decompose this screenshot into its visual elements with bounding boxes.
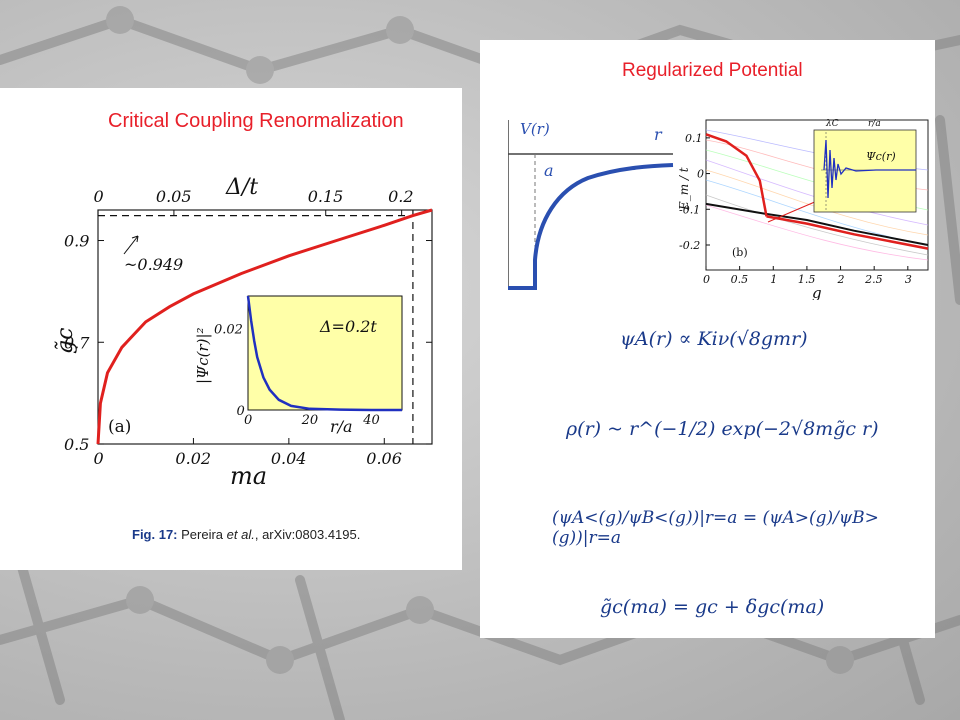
- top-tick-label: 0: [94, 187, 104, 206]
- b-x-tick-label: 0.5: [731, 273, 749, 286]
- red-continuation-curve: [766, 215, 929, 250]
- inset-b: Ψc(r) r/a λC: [813, 119, 917, 213]
- annotation-label: ~0.949: [124, 255, 183, 274]
- bottom-axis-label: ma: [230, 462, 267, 490]
- plot-frame: [97, 209, 433, 445]
- right-panel-title: Regularized Potential: [622, 60, 803, 81]
- axis-ticks: 0 0.02 0.04 0.06 0 0.05 0.15 0.2 0.5 0.7 0.9: [64, 187, 432, 468]
- potential-sketch: V(r) r a: [508, 120, 674, 290]
- inset-ticks: 0 20 40 0 0.02: [214, 323, 380, 428]
- b-x-tick-label: 1: [770, 273, 777, 286]
- top-tick-label: 0.05: [156, 187, 192, 206]
- b-x-tick-label: 0: [703, 273, 710, 286]
- x-tick-label: 0.04: [271, 449, 307, 468]
- b-x-tick-label: 2: [837, 273, 845, 286]
- annotation-arrowhead: [131, 235, 139, 243]
- critical-coupling-curve: [96, 208, 433, 445]
- annotation-arrow: [123, 235, 139, 255]
- equation-1: ψA(r) ∝ Kiν(√8gmr): [620, 328, 808, 350]
- inset-ylabel: |Ψc(r)|²: [194, 327, 212, 384]
- x-tick-label: 0.06: [366, 449, 402, 468]
- inset-x-tick-label: 20: [301, 413, 319, 428]
- inset-plot: Δ=0.2t |Ψc(r)|² r/a 0 20 40 0 0.02: [194, 295, 403, 436]
- inset-label: Δ=0.2t: [319, 317, 377, 336]
- equation-2: ρ(r) ~ r^(−1/2) exp(−2√8mg̃c r): [566, 418, 879, 440]
- b-x-tick-label: 1.5: [798, 273, 816, 286]
- b-axis-ticks: 0 0.5 1 1.5 2 2.5 3 0.1 0 -0.1 -0.2: [679, 132, 912, 286]
- black-level-curve: [705, 202, 929, 246]
- a-label: a: [544, 161, 554, 180]
- lambda-label: λC: [825, 119, 839, 129]
- inset-x-tick-label: 40: [362, 413, 380, 428]
- figure-caption: Fig. 17: Pereira et al., arXiv:0803.4195…: [132, 527, 360, 542]
- caption-authors: Pereira: [177, 527, 227, 542]
- potential-label: V(r): [520, 120, 550, 138]
- critical-coupling-chart: 0 0.02 0.04 0.06 0 0.05 0.15 0.2 0.5 0.7 0.9 Δ/t m…: [53, 175, 433, 490]
- y-axis-label: g̃c: [53, 328, 78, 354]
- y-tick-label: 0.7: [64, 333, 90, 352]
- potential-curve: [508, 163, 674, 290]
- top-tick-label: 0.2: [388, 187, 413, 206]
- energy-levels-chart: 0 0.5 1 1.5 2 2.5 3 0.1 0 -0.1 -0.2 Ψc(r) r/a λC (…: [677, 119, 929, 300]
- r-axis-label: r: [654, 125, 663, 144]
- red-bound-state-curve: [705, 133, 768, 217]
- b-y-tick-label: -0.1: [679, 203, 700, 216]
- b-y-tick-label: 0: [697, 168, 704, 181]
- b-y-tick-label: -0.2: [679, 239, 700, 252]
- inset-frame: [247, 295, 403, 411]
- left-panel-title: Critical Coupling Renormalization: [108, 110, 404, 132]
- equation-3: (ψA<(g)/ψB<(g))|r=a = (ψA>(g)/ψB>(g))|r=…: [552, 508, 879, 548]
- inset-y-tick-label: 0.02: [214, 323, 243, 338]
- b-x-tick-label: 2.5: [864, 273, 883, 286]
- equation-4: g̃c(ma) = gc + δgc(ma): [600, 596, 825, 618]
- left-figure-panel: Critical Coupling Renormalization 0 0.02 0…: [0, 88, 462, 570]
- inset-xlabel: r/a: [330, 417, 353, 436]
- top-tick-label: 0.15: [308, 187, 344, 206]
- x-tick-label: 0.02: [175, 449, 211, 468]
- inset-wavefunction-curve: [246, 295, 402, 412]
- caption-figure-number: Fig. 17:: [132, 527, 178, 542]
- y-tick-label: 0.9: [64, 232, 89, 251]
- y-tick-label: 0.5: [64, 435, 89, 454]
- b-x-tick-label: 3: [905, 273, 912, 286]
- right-figure-panel: Regularized Potential V(r) r a 0 0.5 1 1.5 2…: [480, 40, 935, 638]
- panel-b-xlabel: g: [812, 284, 822, 300]
- x-tick-label: 0: [94, 449, 104, 468]
- inset-x-tick-label: 0: [244, 413, 252, 428]
- panel-b-label: (b): [732, 246, 748, 259]
- inset-b-top-label: r/a: [868, 119, 881, 129]
- panel-b-ylabel: E_m / t: [677, 167, 691, 211]
- caption-etal: et al.: [226, 527, 255, 542]
- b-y-tick-label: 0.1: [685, 132, 703, 145]
- inset-b-label: Ψc(r): [866, 150, 896, 163]
- panel-a-label: (a): [108, 417, 131, 437]
- top-axis-label: Δ/t: [225, 175, 258, 200]
- caption-reference: , arXiv:0803.4195.: [254, 527, 361, 542]
- inset-y-tick-label: 0: [237, 404, 245, 419]
